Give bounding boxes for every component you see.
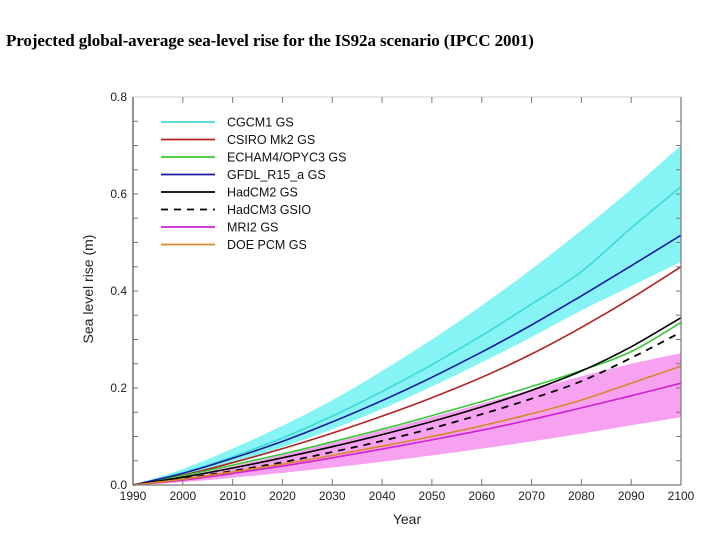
x-tick-label: 2010 bbox=[219, 489, 246, 503]
series-line-gfdl-r15-a-gs bbox=[132, 234, 682, 486]
x-tick-label: 2040 bbox=[369, 489, 396, 503]
series-line-hadcm2-gs bbox=[132, 317, 682, 486]
legend-label-hadcm2-gs: HadCM2 GS bbox=[227, 186, 298, 200]
legend-label-doe-pcm-gs: DOE PCM GS bbox=[227, 238, 307, 252]
x-tick-label: 1990 bbox=[120, 489, 147, 503]
x-tick-label: 2000 bbox=[169, 489, 196, 503]
axes: 1990 2000 2010 2020 2030 2040 2050 2060 2070 2080… bbox=[110, 90, 694, 503]
legend-label-echam4-opyc3-gs: ECHAM4/OPYC3 GS bbox=[227, 151, 346, 165]
x-tick-label: 2050 bbox=[419, 489, 446, 503]
x-tick-label: 2070 bbox=[518, 489, 545, 503]
legend: CGCM1 GS CSIRO Mk2 GS ECHAM4/OPYC3 GS GFDL_… bbox=[161, 116, 346, 252]
x-axis-title: Year bbox=[393, 511, 422, 527]
band-mri2-gs-range bbox=[133, 353, 681, 485]
y-tick-label: 0.2 bbox=[110, 381, 127, 395]
legend-label-gfdl-r15-a-gs: GFDL_R15_a GS bbox=[227, 168, 326, 182]
legend-label-mri2-gs: MRI2 GS bbox=[227, 221, 278, 235]
series-line-cgcm1-gs bbox=[132, 186, 682, 486]
y-tick-label: 0.8 bbox=[110, 90, 127, 104]
legend-label-cgcm1-gs: CGCM1 GS bbox=[227, 116, 294, 130]
uncertainty-bands bbox=[133, 145, 681, 485]
x-tick-label: 2020 bbox=[269, 489, 296, 503]
series-line-mri2-gs bbox=[132, 382, 682, 486]
x-tick-label: 2090 bbox=[618, 489, 645, 503]
y-axis-title: Sea level rise (m) bbox=[80, 235, 96, 344]
x-tick-label: 2080 bbox=[568, 489, 595, 503]
page-title: Projected global-average sea-level rise … bbox=[6, 31, 534, 50]
legend-label-csiro-mk2-gs: CSIRO Mk2 GS bbox=[227, 133, 315, 147]
legend-label-hadcm3-gsio: HadCM3 GSIO bbox=[227, 203, 311, 217]
x-tick-label: 2030 bbox=[319, 489, 346, 503]
series-line-hadcm3-gsio bbox=[132, 331, 682, 486]
band-cgcm1-gs-range bbox=[133, 145, 681, 485]
y-tick-label: 0.6 bbox=[110, 187, 127, 201]
y-tick-label: 0.0 bbox=[110, 478, 127, 492]
series-lines bbox=[132, 186, 682, 486]
x-tick-label: 2060 bbox=[468, 489, 495, 503]
x-tick-label: 2100 bbox=[668, 489, 695, 503]
series-line-doe-pcm-gs bbox=[132, 365, 682, 486]
series-line-csiro-mk2-gs bbox=[132, 266, 682, 486]
y-tick-label: 0.4 bbox=[110, 284, 127, 298]
